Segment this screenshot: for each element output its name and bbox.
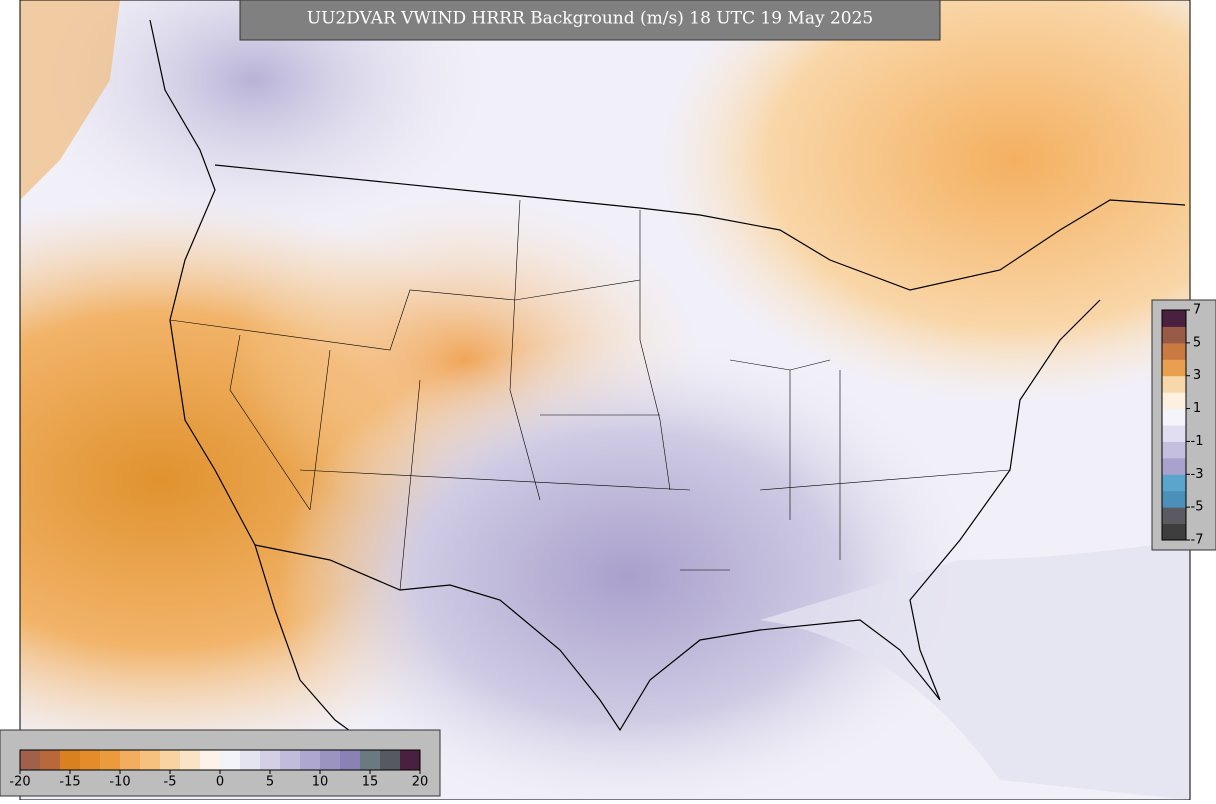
color-segment xyxy=(1162,310,1186,327)
color-segment xyxy=(1162,375,1186,393)
color-segment xyxy=(160,750,181,770)
color-segment xyxy=(100,750,121,770)
color-segment xyxy=(340,750,361,770)
color-segment xyxy=(1162,359,1186,377)
color-segment xyxy=(1162,457,1186,475)
color-segment xyxy=(1162,326,1186,344)
tick-label: -5 xyxy=(1191,500,1204,515)
colorbar-right: 7 5 3 1 -1 -3 -5 -7 xyxy=(1161,303,1204,548)
tick-label: 3 xyxy=(1193,368,1201,383)
colorbar-frame xyxy=(1161,309,1187,541)
color-segment xyxy=(1162,523,1186,541)
tick-label: -1 xyxy=(1191,434,1204,449)
tick-label: 0 xyxy=(216,775,224,790)
colorbar-bottom: -20 -15 -10 -5 0 5 10 15 20 xyxy=(9,749,429,790)
tick-label: 15 xyxy=(362,775,379,790)
color-segment xyxy=(1162,441,1186,459)
color-segment xyxy=(280,750,301,770)
tick-label: -7 xyxy=(1191,533,1204,548)
tick-label: -10 xyxy=(109,775,130,790)
color-segment xyxy=(240,750,261,770)
map-field xyxy=(20,0,1190,800)
color-segment xyxy=(1162,507,1186,525)
tick-label: 5 xyxy=(1193,335,1201,350)
color-segment xyxy=(200,750,221,770)
color-segment xyxy=(80,750,101,770)
color-segment xyxy=(1162,474,1186,492)
color-segment xyxy=(1162,490,1186,508)
tick-label: -5 xyxy=(164,775,177,790)
title-box xyxy=(239,0,941,41)
color-segment xyxy=(120,750,141,770)
color-segment xyxy=(1162,342,1186,360)
color-segment xyxy=(20,750,41,770)
tick-label: 7 xyxy=(1193,303,1201,318)
color-segment xyxy=(360,750,381,770)
color-segment xyxy=(300,750,321,770)
color-segment xyxy=(320,750,341,770)
color-segment xyxy=(380,750,401,770)
color-segment xyxy=(1162,425,1186,442)
tick-label: -15 xyxy=(59,775,80,790)
tick-label: 10 xyxy=(312,775,329,790)
color-segment xyxy=(400,750,421,770)
tick-label: -3 xyxy=(1191,467,1204,482)
color-segment xyxy=(140,750,161,770)
color-segment xyxy=(40,750,61,770)
tick-label: 5 xyxy=(266,775,274,790)
color-segment xyxy=(1162,392,1186,410)
color-segment xyxy=(1162,408,1186,426)
color-segment xyxy=(260,750,281,770)
tick-label: 20 xyxy=(412,775,429,790)
map-title: UU2DVAR VWIND HRRR Background (m/s) 18 U… xyxy=(307,9,874,29)
color-segment xyxy=(180,750,201,770)
color-segment xyxy=(60,750,81,770)
tick-label: 1 xyxy=(1193,401,1201,416)
color-segment xyxy=(220,750,241,770)
tick-label: -20 xyxy=(9,775,30,790)
